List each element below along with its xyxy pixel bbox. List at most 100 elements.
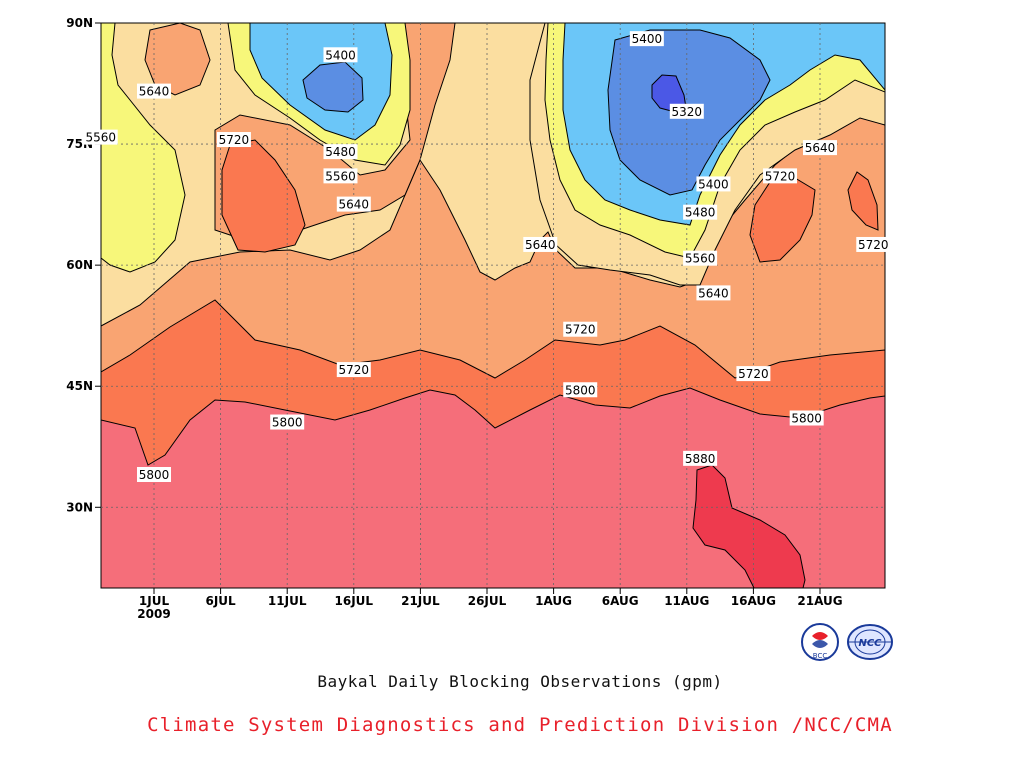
contour-label-text: 5560 xyxy=(85,131,116,145)
axis-ticks: 1JUL 6JUL 11JUL 16JUL 21JUL 26JUL 1AUG 6AUG 11AU… xyxy=(66,16,842,621)
contour-label-bg xyxy=(856,236,891,252)
contour-label: 5640 xyxy=(523,236,558,252)
contour-label: 5400 xyxy=(323,47,358,63)
contour-label-bg xyxy=(336,196,371,212)
credit-line: Climate System Diagnostics and Predictio… xyxy=(147,714,893,736)
contour-label: 5640 xyxy=(137,83,171,99)
contour-label: 5800 xyxy=(563,382,598,398)
contour-label-bg xyxy=(270,414,305,430)
contour-label-bg xyxy=(803,140,837,156)
contour-label-text: 5720 xyxy=(858,238,889,252)
contour-label-text: 5720 xyxy=(219,133,250,147)
y-tick-label: 60N xyxy=(66,258,93,272)
chart-title: Baykal Daily Blocking Observations (gpm) xyxy=(317,672,723,691)
contour-label-text: 5480 xyxy=(325,145,356,159)
contour-fills xyxy=(101,23,885,588)
contour-label-bg xyxy=(669,103,704,119)
x-tick-label: 21AUG xyxy=(797,594,842,608)
contour-label-text: 5800 xyxy=(791,412,822,426)
ring-5400 xyxy=(302,61,364,113)
contour-label-bg xyxy=(736,366,771,382)
contour-label-text: 5800 xyxy=(565,383,596,397)
contour-label: 5640 xyxy=(336,196,371,212)
contour-label-text: 5720 xyxy=(738,367,769,381)
contour-label: 5560 xyxy=(83,129,118,145)
contour-label-bg xyxy=(137,467,171,482)
x-tick-label: 16JUL xyxy=(335,594,374,608)
contour-label-text: 5720 xyxy=(765,169,796,183)
contour-label-text: 5720 xyxy=(565,323,596,337)
contour-label: 5720 xyxy=(216,132,251,148)
contour-label-bg xyxy=(323,168,358,184)
bcc-logo: BCC xyxy=(801,623,839,661)
contour-label-text: 5560 xyxy=(685,252,716,266)
pocket-5720-farright xyxy=(847,171,879,231)
band-left-5560 xyxy=(101,23,186,273)
pocket-5800-left xyxy=(221,139,306,253)
x-tick-label: 26JUL xyxy=(468,594,507,608)
x-tick-label: 11AUG xyxy=(664,594,709,608)
contour-label: 5640 xyxy=(803,140,837,156)
contour-label-bg xyxy=(563,382,598,398)
contour-label-bg xyxy=(696,285,731,301)
contour-label-bg xyxy=(683,450,718,466)
contour-label: 5720 xyxy=(336,362,371,378)
y-tick-label: 30N xyxy=(66,500,93,514)
contour-label: 5720 xyxy=(736,366,771,382)
contour-label-text: 5400 xyxy=(632,32,663,46)
contour-label: 5320 xyxy=(669,103,704,119)
contour-label-bg xyxy=(763,168,798,184)
contour-label: 5800 xyxy=(270,414,305,430)
contour-label-bg xyxy=(336,362,371,378)
pocket-5720-topleft xyxy=(144,23,211,96)
contour-label-text: 5640 xyxy=(698,286,729,300)
contour-label-bg xyxy=(683,204,718,220)
band-above-5880 xyxy=(101,387,885,588)
contour-label: 5720 xyxy=(856,236,891,252)
contour-label: 5720 xyxy=(563,321,598,337)
contour-labels: 5400 5480 5560 5640 5640 5560 5720 5720 5800 5800… xyxy=(83,31,891,482)
contour-label-bg xyxy=(137,83,171,99)
x-tick-year: 2009 xyxy=(137,607,170,621)
contour-label: 5400 xyxy=(696,176,731,192)
contour-label-bg xyxy=(629,31,664,47)
contour-label-text: 5560 xyxy=(325,169,356,183)
contour-label: 5800 xyxy=(137,467,171,482)
x-tick-label: 6JUL xyxy=(205,594,236,608)
contour-label-bg xyxy=(683,250,718,266)
contour-label-text: 5800 xyxy=(139,468,170,482)
contour-label-text: 5640 xyxy=(139,85,170,99)
contour-label: 5560 xyxy=(683,250,718,266)
contour-label-text: 5640 xyxy=(525,238,556,252)
gridlines xyxy=(101,23,885,588)
contour-label: 5480 xyxy=(683,204,718,220)
x-tick-label: 16AUG xyxy=(731,594,776,608)
contour-label-text: 5640 xyxy=(339,198,370,212)
contour-label-bg xyxy=(323,144,358,160)
ncc-logo: NCC xyxy=(847,624,893,660)
contour-label-bg xyxy=(789,410,824,426)
contour-label: 5800 xyxy=(789,410,824,426)
bcc-logo-text: BCC xyxy=(813,652,828,660)
contour-label-bg xyxy=(323,47,358,63)
contour-label: 5480 xyxy=(323,144,358,160)
contour-label-text: 5480 xyxy=(685,206,716,220)
contour-label-text: 5880 xyxy=(685,452,716,466)
x-tick-label: 6AUG xyxy=(602,594,639,608)
contour-label: 5720 xyxy=(763,168,798,184)
contour-label-text: 5400 xyxy=(698,177,729,191)
contour-label-text: 5640 xyxy=(805,141,836,155)
x-tick-label: 1AUG xyxy=(535,594,572,608)
contour-label-text: 5720 xyxy=(339,363,370,377)
ncc-logo-text: NCC xyxy=(858,638,882,649)
contour-label-bg xyxy=(83,129,118,145)
x-tick-label: 11JUL xyxy=(268,594,307,608)
contour-label-bg xyxy=(563,321,598,337)
contour-label-text: 5320 xyxy=(672,105,703,119)
contour-label-text: 5800 xyxy=(272,416,303,430)
contour-label-bg xyxy=(696,176,731,192)
plot-frame xyxy=(100,22,886,589)
y-tick-label: 45N xyxy=(66,379,93,393)
